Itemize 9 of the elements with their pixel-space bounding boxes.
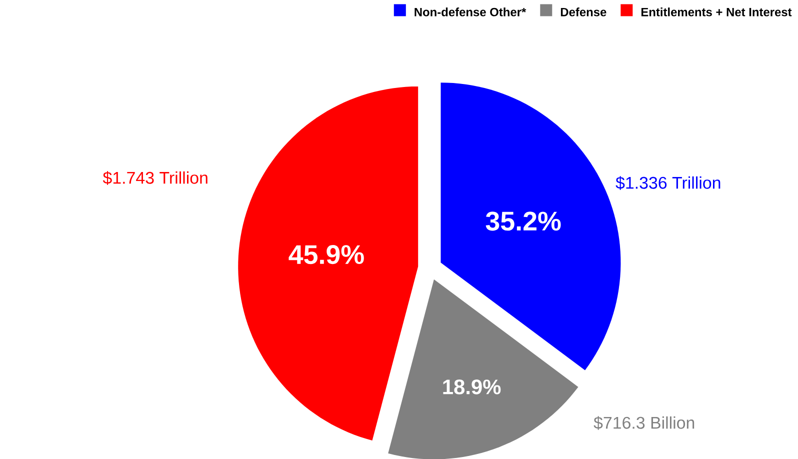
data-label: 35.2%: [486, 212, 561, 231]
data-label: 45.9%: [288, 244, 364, 264]
text: $716.3 Billion: [594, 416, 694, 430]
text: $1.336 Trillion: [616, 176, 720, 190]
text: $1.743 Trillion: [102, 171, 208, 185]
legend-label: Entitlements + Net Interest: [641, 7, 792, 16]
legend-label: Non-defense Other*: [414, 7, 526, 16]
legend-label: Defense: [560, 7, 606, 16]
data-label: 18.9%: [443, 379, 501, 394]
